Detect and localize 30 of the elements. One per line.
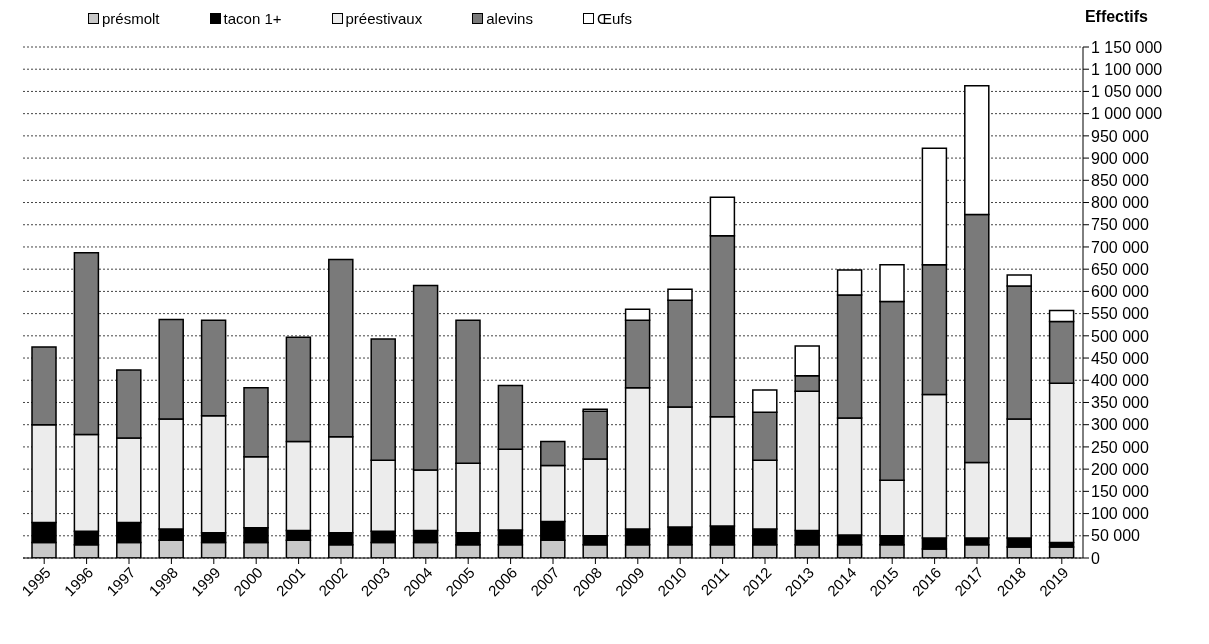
y-tick-label: 300 000 — [1091, 416, 1149, 434]
y-tick-label: 950 000 — [1091, 127, 1149, 145]
y-tick-label: 200 000 — [1091, 460, 1149, 478]
y-tick-label: 650 000 — [1091, 260, 1149, 278]
y-tick-label: 800 000 — [1091, 194, 1149, 212]
legend-label: présmolt — [102, 10, 160, 27]
y-tick-label: 1 100 000 — [1091, 60, 1163, 78]
y-tick-label: 850 000 — [1091, 171, 1149, 189]
y-tick-label: 1 000 000 — [1091, 105, 1163, 123]
y-tick-label: 450 000 — [1091, 349, 1149, 367]
y-tick-label: 700 000 — [1091, 238, 1149, 256]
y-tick-label: 500 000 — [1091, 327, 1149, 345]
legend-label: préestivaux — [345, 10, 423, 27]
y-tick-label: 150 000 — [1091, 483, 1149, 501]
y-tick-label: 350 000 — [1091, 394, 1149, 412]
y-tick-label: 550 000 — [1091, 305, 1149, 323]
y-tick-label: 50 000 — [1091, 527, 1141, 545]
y-tick-label: 600 000 — [1091, 283, 1149, 301]
y-tick-label: 100 000 — [1091, 505, 1149, 523]
y-tick-label: 1 150 000 — [1091, 38, 1163, 56]
y-tick-label: 250 000 — [1091, 438, 1149, 456]
y-tick-label: 750 000 — [1091, 216, 1149, 234]
y-tick-label: 1 050 000 — [1091, 83, 1163, 101]
y-tick-label: 900 000 — [1091, 149, 1149, 167]
legend-label: tacon 1+ — [223, 10, 282, 27]
y-tick-label: 0 — [1091, 549, 1100, 567]
y-tick-label: 400 000 — [1091, 371, 1149, 389]
legend-label: Œufs — [596, 10, 632, 27]
legend-label: alevins — [486, 10, 533, 27]
y-axis-title: Effectifs — [1084, 8, 1148, 26]
